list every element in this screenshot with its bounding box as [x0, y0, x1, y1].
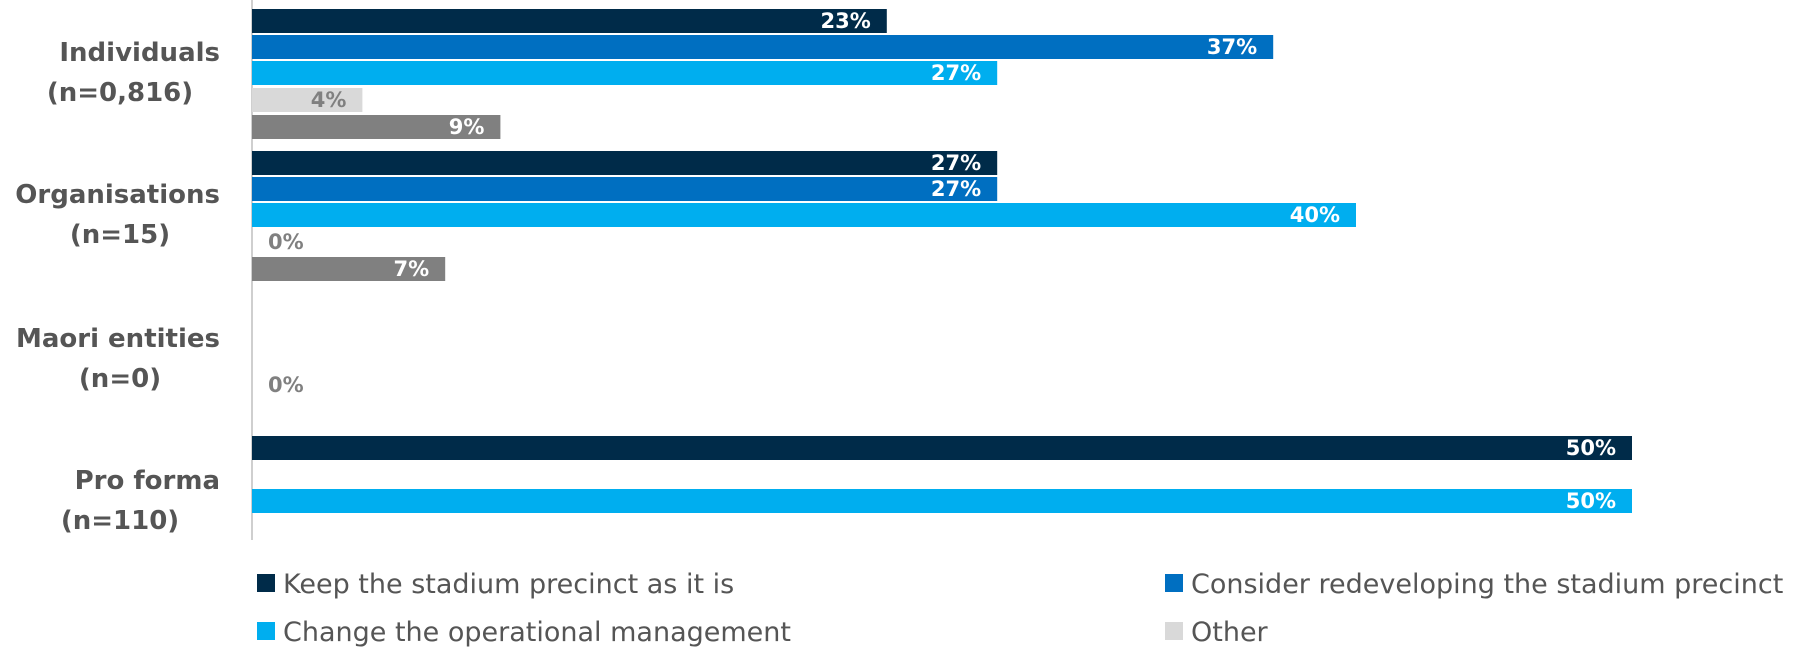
legend-swatch: [257, 574, 275, 592]
data-label: 7%: [394, 257, 430, 281]
data-label: 23%: [821, 9, 871, 33]
bar: [252, 151, 998, 175]
bar: [252, 61, 998, 85]
legend-swatch: [1165, 622, 1183, 640]
category-label: Pro forma: [75, 466, 220, 496]
category-label: Individuals: [59, 38, 220, 68]
bar: [252, 203, 1356, 227]
bar: [252, 177, 998, 201]
bar: [252, 88, 363, 112]
legend-label: Other: [1191, 617, 1269, 648]
data-label: 27%: [931, 61, 981, 85]
data-label: 50%: [1566, 436, 1616, 460]
category-label: Maori entities: [16, 324, 220, 354]
data-label: 0%: [268, 230, 304, 254]
data-label: 27%: [931, 151, 981, 175]
legend-label: Keep the stadium precinct as it is: [283, 569, 734, 600]
data-label: 50%: [1566, 489, 1616, 513]
category-label: Organisations: [15, 180, 220, 210]
data-label: 27%: [931, 177, 981, 201]
category-label: (n=0,816): [47, 78, 193, 108]
data-label: 4%: [311, 88, 347, 112]
data-label: 37%: [1207, 35, 1257, 59]
legend-label: Consider redeveloping the stadium precin…: [1191, 569, 1783, 600]
legend-swatch: [257, 622, 275, 640]
category-label: (n=0): [79, 364, 161, 394]
data-label: 9%: [449, 115, 485, 139]
bar: [252, 35, 1274, 59]
bar: [252, 9, 887, 33]
category-label: (n=110): [61, 506, 179, 536]
bar: [252, 436, 1632, 460]
bar: [252, 489, 1632, 513]
data-label: 40%: [1290, 203, 1340, 227]
bar: [252, 257, 446, 281]
data-label: 0%: [268, 373, 304, 397]
legend-swatch: [1165, 574, 1183, 592]
bar: [252, 115, 501, 139]
legend-label: Change the operational management: [283, 617, 791, 648]
category-label: (n=15): [70, 220, 170, 250]
